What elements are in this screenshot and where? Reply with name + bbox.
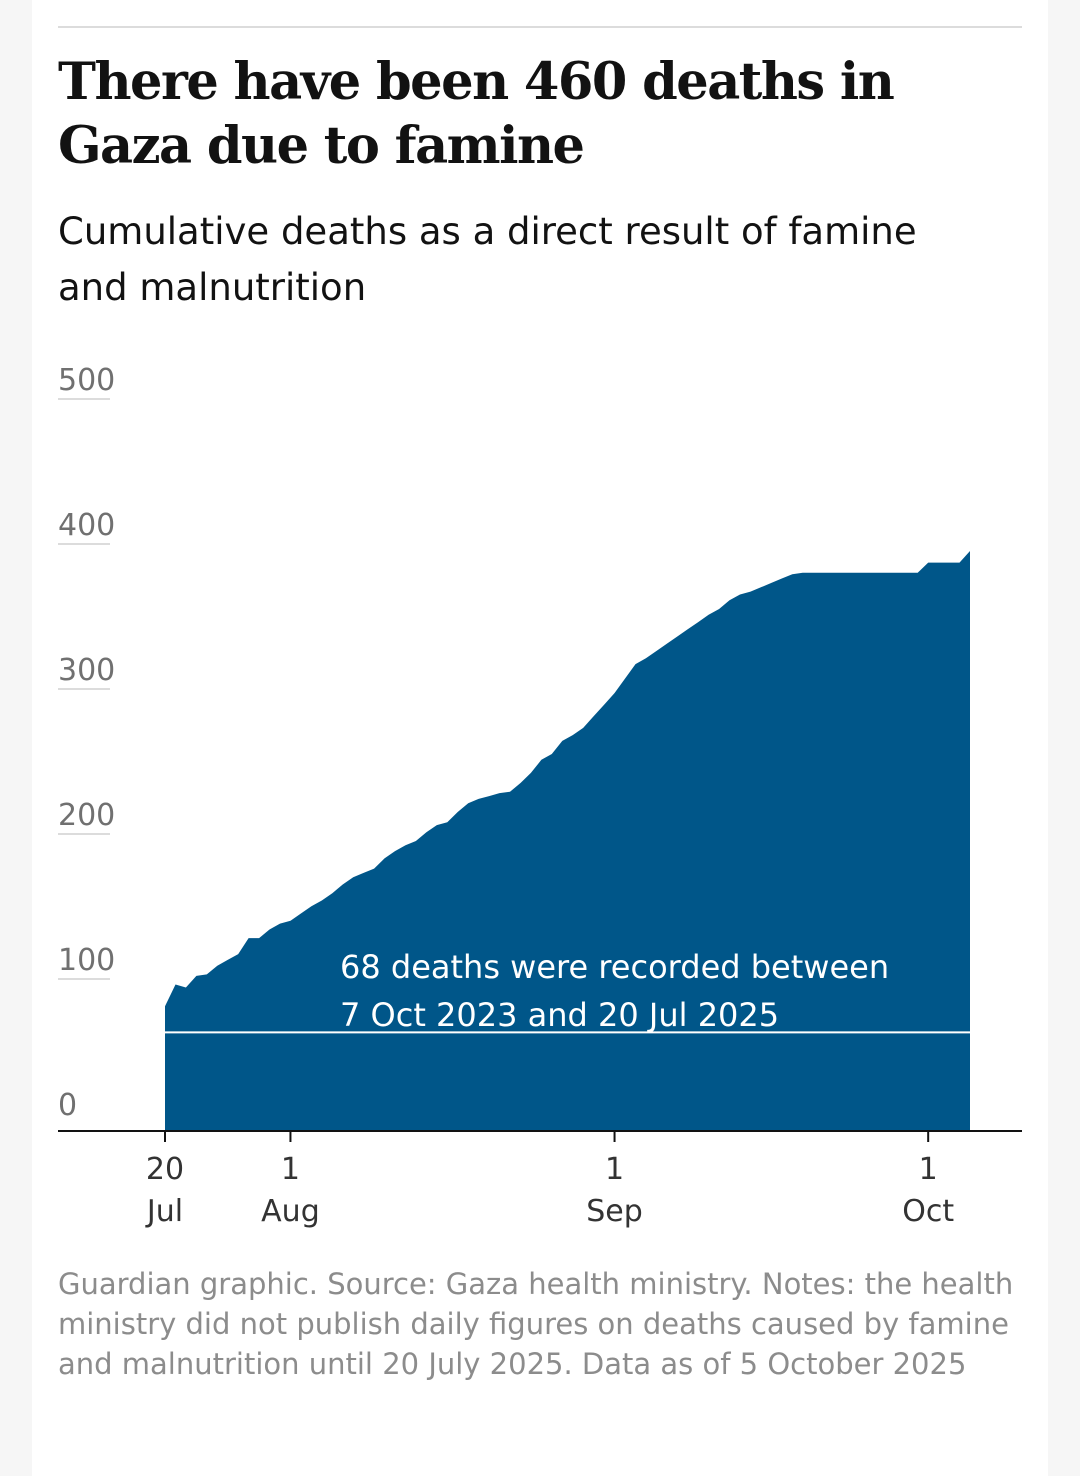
x-tick-label-3-line1: 1 [919, 1152, 938, 1187]
area-chart: 0 100 200 300 400 500 20 Jul 1 Aug 1 Sep 1 Oct 68 de… [58, 363, 1022, 1229]
x-tick-label-1-line1: 1 [281, 1152, 300, 1187]
chart-title: There have been 460 deaths in Gaza due t… [58, 52, 895, 176]
y-tick-label-0: 0 [58, 1088, 77, 1123]
x-tick-label-2-line2: Sep [586, 1194, 643, 1229]
y-tick-label-300: 300 [58, 653, 115, 688]
y-tick-label-500: 500 [58, 363, 115, 398]
x-tick-label-0-line1: 20 [146, 1152, 184, 1187]
chart-card: There have been 460 deaths in Gaza due t… [32, 0, 1048, 1476]
x-tick-label-1-line2: Aug [261, 1194, 320, 1229]
y-tick-label-200: 200 [58, 798, 115, 833]
area-series [165, 551, 970, 1131]
annotation-line-2: 7 Oct 2023 and 20 Jul 2025 [340, 996, 779, 1034]
x-axis: 20 Jul 1 Aug 1 Sep 1 Oct [58, 1130, 1022, 1229]
annotation-line-1: 68 deaths were recorded between [340, 948, 889, 986]
chart-subtitle: Cumulative deaths as a direct result of … [58, 210, 917, 309]
cumulative-deaths-area [165, 551, 970, 1131]
source-note: Guardian graphic. Source: Gaza health mi… [58, 1267, 1014, 1381]
top-rule [58, 26, 1022, 28]
annotation: 68 deaths were recorded between 7 Oct 20… [340, 948, 889, 1034]
x-tick-label-3-line2: Oct [902, 1194, 954, 1229]
gridlines: 0 100 200 300 400 500 [58, 363, 115, 1123]
y-tick-label-400: 400 [58, 508, 115, 543]
y-tick-label-100: 100 [58, 943, 115, 978]
x-tick-label-0-line2: Jul [145, 1194, 183, 1229]
x-tick-label-2-line1: 1 [605, 1152, 624, 1187]
